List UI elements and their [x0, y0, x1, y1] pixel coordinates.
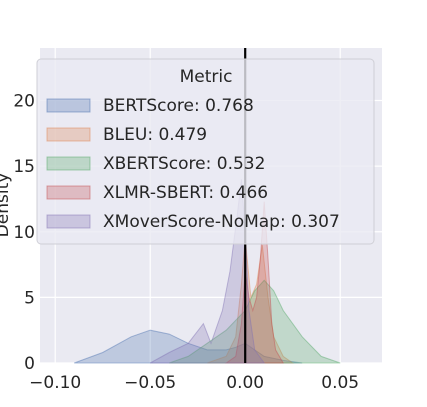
x-tick-labels: −0.10 −0.05 0.00 0.05	[29, 373, 359, 393]
x-tick-label: 0.05	[321, 373, 359, 393]
legend-label: XMoverScore-NoMap: 0.307	[103, 212, 340, 232]
y-tick-label: 10	[13, 223, 35, 243]
y-tick-labels: 0 5 10 15 20	[13, 92, 35, 375]
legend-swatch	[46, 98, 91, 113]
y-tick-label: 5	[24, 288, 35, 308]
legend-label: XLMR-SBERT: 0.466	[103, 183, 268, 203]
y-tick-label: 0	[24, 354, 35, 374]
y-tick-label: 20	[13, 92, 35, 112]
legend-label: XBERTScore: 0.532	[103, 154, 265, 174]
legend-items: BERTScore: 0.768 BLEU: 0.479 XBERTScore: 0…	[46, 96, 340, 232]
legend: Metric BERTScore: 0.768 BLEU: 0.479 XBERTS…	[36, 58, 375, 245]
legend-label: BERTScore: 0.768	[103, 96, 254, 116]
legend-swatch	[46, 127, 91, 142]
y-tick-label: 15	[13, 157, 35, 177]
density-area-4	[224, 201, 285, 364]
x-tick-label: −0.05	[124, 373, 176, 393]
legend-swatch	[46, 156, 91, 171]
x-tick-label: 0.00	[226, 373, 264, 393]
legend-label: BLEU: 0.479	[103, 125, 207, 145]
legend-box	[36, 58, 375, 245]
y-axis-label: Density	[0, 173, 13, 238]
legend-swatch	[46, 185, 91, 200]
x-tick-label: −0.10	[29, 373, 81, 393]
density-area-3	[169, 279, 341, 364]
legend-title: Metric	[180, 67, 233, 87]
legend-swatch	[46, 214, 91, 229]
density-area-2	[207, 238, 295, 364]
